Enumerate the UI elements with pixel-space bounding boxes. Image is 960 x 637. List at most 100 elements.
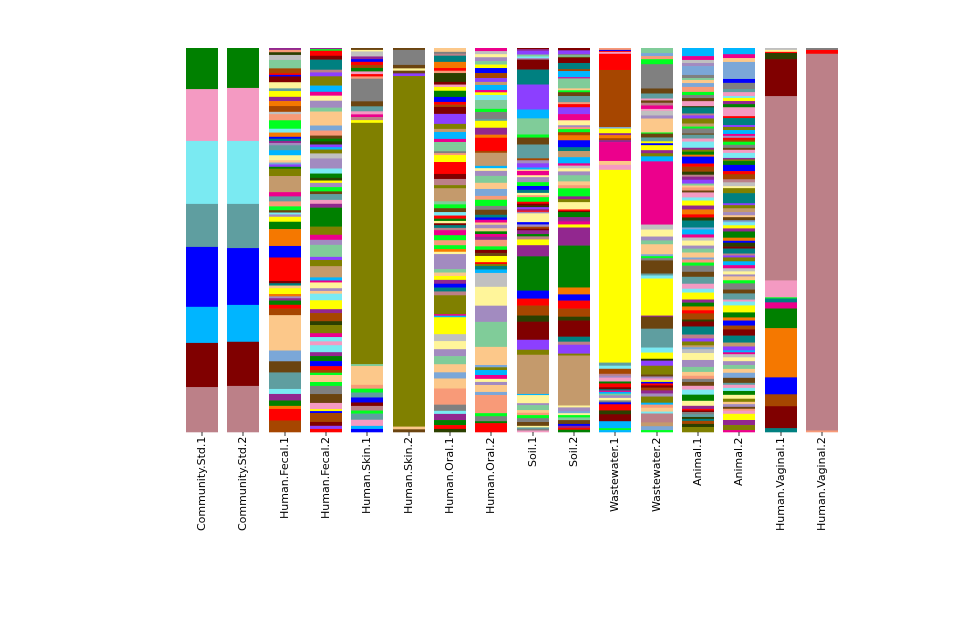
bar-segment [723,253,755,256]
bar-segment [269,361,301,373]
bar-Animal.1 [682,48,714,433]
bar-segment [599,48,631,51]
bar-segment [475,217,507,221]
bar-segment [351,122,383,365]
bar-segment [641,143,673,146]
bar-segment [682,149,714,152]
bar-segment [517,56,549,59]
bar-segment [723,248,755,254]
bar-segment [475,48,507,52]
bar-segment [723,135,755,139]
bar-segment [517,256,549,291]
bar-segment [558,114,590,121]
bar-segment [310,366,342,371]
bar-segment [599,164,631,171]
bar-segment [310,266,342,278]
bar-segment [558,413,590,416]
bar-segment [682,79,714,84]
bar-segment [558,54,590,56]
bar-segment [682,101,714,107]
bar-segment [393,68,425,71]
bar-segment [517,412,549,416]
bar-segment [641,258,673,261]
bar-segment [806,430,838,433]
bar-segment [434,204,466,209]
bar-segment [599,393,631,396]
bar-segment [269,74,301,77]
bar-segment [641,105,673,110]
bar-segment [682,78,714,81]
bar-segment [269,164,301,168]
bar-segment [517,239,549,246]
bar-segment [641,100,673,104]
bar-segment [434,295,466,315]
bar-segment [227,304,259,343]
x-tick-label: Community.Std.1 [195,437,208,532]
bar-segment [599,389,631,391]
bar-segment [723,357,755,362]
bar-segment [682,341,714,346]
bar-segment [517,393,549,396]
bar-segment [269,150,301,156]
bar-segment [434,84,466,88]
bar-segment [434,388,466,405]
bar-segment [475,214,507,218]
x-tick-label: Human.Skin.1 [360,437,373,515]
bar-segment [269,162,301,165]
bar-segment [351,388,383,393]
bar-segment [723,346,755,351]
bar-segment [723,159,755,162]
bar-segment [393,48,425,51]
bar-segment [682,426,714,433]
bar-segment [475,249,507,254]
bar-segment [186,246,218,308]
bar-segment [599,373,631,377]
bar-segment [475,239,507,247]
bar-segment [475,51,507,55]
bar-segment [475,199,507,207]
bar-segment [641,390,673,394]
bar-segment [393,73,425,77]
bar-segment [723,147,755,151]
bar-segment [351,48,383,51]
bar-segment [393,64,425,69]
bar-segment [475,118,507,122]
bar-segment [351,67,383,72]
bar-segment [310,149,342,154]
bar-segment [682,378,714,383]
bar-segment [310,182,342,188]
bar-segment [269,76,301,79]
bar-segment [723,274,755,277]
bar-segment [475,421,507,424]
bar-Wastewater.1 [599,48,631,433]
bar-segment [599,397,631,401]
bar-segment [475,222,507,226]
bar-segment [558,185,590,189]
x-tick-label: Human.Vaginal.1 [774,437,787,531]
bar-segment [475,364,507,368]
bar-segment [682,91,714,96]
bar-segment [558,336,590,342]
bar-segment [558,127,590,130]
bar-segment [434,73,466,83]
bar-segment [599,383,631,388]
bar-segment [723,406,755,410]
bar-segment [269,300,301,306]
bar-segment [641,256,673,259]
bar-segment [682,299,714,303]
bar-segment [641,275,673,279]
bar-segment [269,280,301,284]
bar-segment [723,305,755,313]
bar-segment [475,68,507,74]
bar-segment [723,58,755,63]
bar-segment [723,354,755,358]
bar-segment [434,141,466,146]
bar-segment [723,225,755,229]
bar-segment [517,205,549,208]
x-tick-label: Community.Std.2 [236,437,249,532]
x-tick-label: Human.Fecal.1 [278,437,291,520]
bar-segment [723,157,755,160]
bar-segment [682,147,714,150]
bar-segment [475,165,507,169]
bar-segment [641,115,673,119]
